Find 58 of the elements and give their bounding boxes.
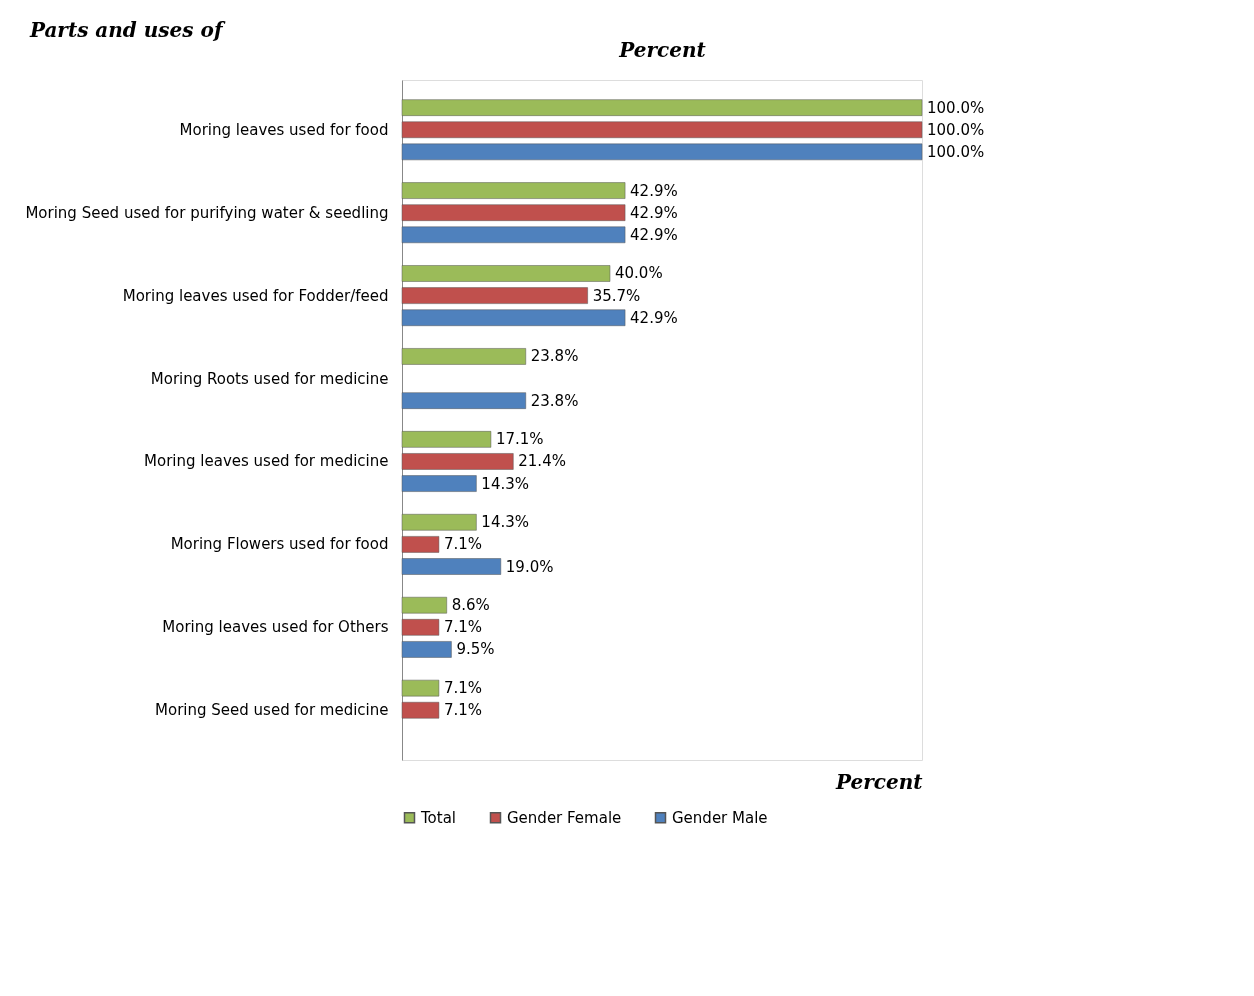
data-label: 100.0%	[927, 120, 985, 139]
y-axis-title: Parts and uses of	[28, 17, 226, 42]
bar	[401, 558, 502, 575]
data-label: 7.1%	[443, 535, 483, 554]
bar	[401, 99, 923, 116]
data-label: 40.0%	[615, 264, 663, 283]
data-label: 21.4%	[518, 452, 566, 471]
y-tick-label: Moring leaves used for Fodder/feed	[122, 286, 389, 305]
bar	[401, 619, 440, 636]
bar	[401, 431, 492, 448]
bar	[401, 348, 527, 365]
bar	[401, 143, 923, 161]
bar	[401, 121, 923, 139]
bar	[401, 641, 452, 658]
bar	[401, 536, 440, 553]
bar	[401, 453, 514, 470]
data-label: 23.8%	[530, 347, 579, 366]
bar	[401, 204, 626, 221]
bar	[401, 226, 626, 244]
bar	[401, 287, 588, 304]
data-label: 35.7%	[592, 286, 641, 305]
bar	[401, 514, 477, 531]
y-tick-label: Moring Flowers used for food	[170, 535, 389, 554]
bar	[401, 679, 440, 697]
data-label: 100.0%	[927, 98, 985, 117]
x-axis-title: Percent	[835, 769, 924, 794]
data-label: 23.8%	[530, 391, 579, 410]
legend-label: Total	[420, 808, 457, 827]
data-label: 14.3%	[481, 513, 530, 532]
data-label: 14.3%	[481, 474, 530, 493]
data-label: 8.6%	[451, 596, 490, 615]
legend-label: Gender Female	[507, 808, 622, 827]
bar	[401, 309, 626, 326]
x2-axis-title: Percent	[618, 37, 707, 62]
data-label: 42.9%	[630, 308, 678, 327]
data-label: 42.9%	[630, 203, 678, 222]
bar	[401, 596, 447, 614]
bar	[401, 392, 527, 409]
bar	[401, 265, 611, 282]
data-label: 100.0%	[927, 142, 985, 161]
bar	[401, 182, 626, 199]
bar	[401, 475, 477, 492]
data-label: 7.1%	[443, 701, 483, 720]
legend-label: Gender Male	[672, 808, 768, 827]
bar	[401, 701, 440, 719]
data-label: 42.9%	[630, 225, 678, 244]
data-label: 7.1%	[443, 618, 483, 637]
y-tick-label: Moring leaves used for food	[179, 120, 389, 139]
y-tick-label: Moring Seed used for medicine	[155, 701, 389, 720]
data-label: 19.0%	[505, 557, 554, 576]
y-tick-label: Moring leaves used for Others	[162, 618, 389, 637]
y-tick-label: Moring Roots used for medicine	[150, 369, 389, 388]
data-label: 42.9%	[630, 181, 678, 200]
data-label: 17.1%	[495, 430, 544, 449]
data-label: 7.1%	[443, 679, 483, 698]
data-label: 9.5%	[456, 640, 495, 659]
y-tick-label: Moring Seed used for purifying water & seedling	[25, 203, 389, 222]
y-tick-label: Moring leaves used for medicine	[144, 452, 389, 471]
